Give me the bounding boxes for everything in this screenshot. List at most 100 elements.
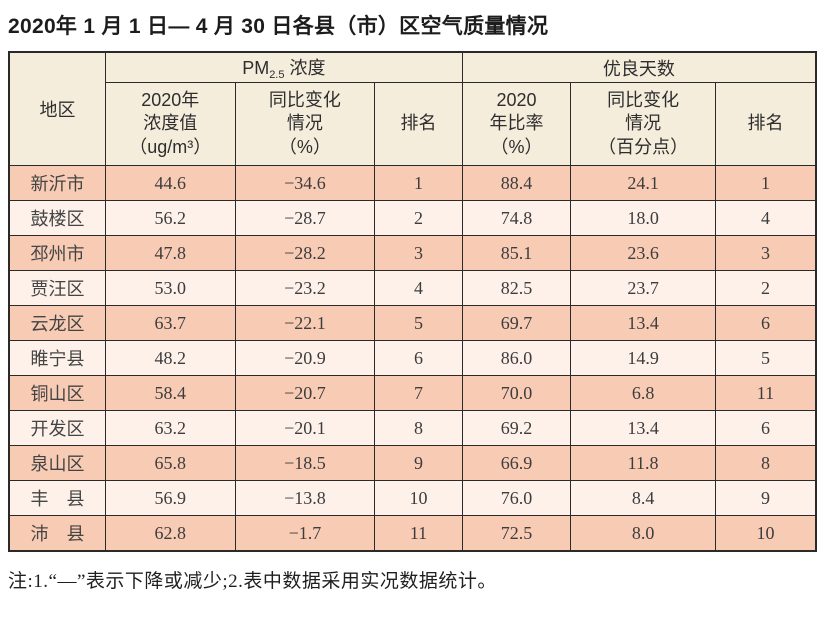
ratio-change-cell: 23.6	[570, 235, 716, 271]
pm25-change-cell: −13.8	[234, 480, 376, 516]
pm25-change-cell: −18.5	[234, 445, 376, 481]
page-title: 2020年 1 月 1 日— 4 月 30 日各县（市）区空气质量情况	[8, 15, 549, 38]
ratio-change-cell: 13.4	[570, 305, 716, 341]
ratio-cell: 85.1	[461, 235, 572, 271]
pm25-rank-cell: 9	[374, 445, 463, 481]
ratio-rank-cell: 1	[714, 165, 817, 201]
subheader-pm25-change: 同比变化 情况 （%）	[234, 82, 376, 166]
pm25-change-cell: −23.2	[234, 270, 376, 306]
pm25-value-cell: 58.4	[104, 375, 236, 411]
ratio-cell: 66.9	[461, 445, 572, 481]
pm25-value-cell: 44.6	[104, 165, 236, 201]
pm25-change-cell: −28.7	[234, 200, 376, 236]
region-cell: 泉山区	[8, 445, 106, 481]
ratio-change-cell: 11.8	[570, 445, 716, 481]
sub-header-row: 2020年 浓度值 （ug/m³） 同比变化 情况 （%） 排名 2020 年比…	[9, 82, 817, 166]
ratio-rank-cell: 8	[714, 445, 817, 481]
pm25-label-prefix: PM	[242, 58, 270, 78]
good-days-group-header: 优良天数	[461, 51, 817, 83]
ratio-change-cell: 23.7	[570, 270, 716, 306]
pm25-rank-cell: 8	[374, 410, 463, 446]
table-header: 地区 PM2.5 浓度 优良天数 2020年 浓度值 （ug/m³） 同比变化 …	[8, 51, 817, 166]
subheader-pm25-rank: 排名	[374, 82, 463, 166]
region-cell: 丰 县	[8, 480, 106, 516]
pm25-change-cell: −20.1	[234, 410, 376, 446]
pm25-rank-cell: 11	[374, 515, 463, 552]
table-body: 新沂市 44.6 −34.6 1 88.4 24.1 1 鼓楼区 56.2 −2…	[8, 165, 817, 552]
table-row: 铜山区 58.4 −20.7 7 70.0 6.8 11	[8, 375, 817, 411]
subheader-ratio-rank: 排名	[714, 82, 817, 166]
pm25-rank-cell: 6	[374, 340, 463, 376]
table-row: 泉山区 65.8 −18.5 9 66.9 11.8 8	[8, 445, 817, 481]
region-cell: 云龙区	[8, 305, 106, 341]
ratio-rank-cell: 3	[714, 235, 817, 271]
ratio-change-cell: 6.8	[570, 375, 716, 411]
ratio-cell: 82.5	[461, 270, 572, 306]
pm25-value-cell: 63.2	[104, 410, 236, 446]
pm25-change-cell: −28.2	[234, 235, 376, 271]
pm25-rank-cell: 10	[374, 480, 463, 516]
region-cell: 鼓楼区	[8, 200, 106, 236]
pm25-change-cell: −20.9	[234, 340, 376, 376]
region-cell: 新沂市	[8, 165, 106, 201]
ratio-change-cell: 18.0	[570, 200, 716, 236]
region-column-header: 地区	[8, 51, 106, 166]
pm25-value-cell: 56.2	[104, 200, 236, 236]
subheader-ratio-change: 同比变化 情况 （百分点）	[570, 82, 716, 166]
table-row: 云龙区 63.7 −22.1 5 69.7 13.4 6	[8, 305, 817, 341]
ratio-rank-cell: 6	[714, 410, 817, 446]
pm25-rank-cell: 2	[374, 200, 463, 236]
pm25-value-cell: 47.8	[104, 235, 236, 271]
pm25-value-cell: 48.2	[104, 340, 236, 376]
subheader-pm25-value: 2020年 浓度值 （ug/m³）	[104, 82, 236, 166]
ratio-cell: 72.5	[461, 515, 572, 552]
region-cell: 邳州市	[8, 235, 106, 271]
region-cell: 贾汪区	[8, 270, 106, 306]
pm25-rank-cell: 4	[374, 270, 463, 306]
pm25-label-subscript: 2.5	[269, 69, 285, 81]
table-row: 邳州市 47.8 −28.2 3 85.1 23.6 3	[8, 235, 817, 271]
region-cell: 开发区	[8, 410, 106, 446]
pm25-rank-cell: 7	[374, 375, 463, 411]
ratio-rank-cell: 4	[714, 200, 817, 236]
air-quality-table: 地区 PM2.5 浓度 优良天数 2020年 浓度值 （ug/m³） 同比变化 …	[8, 51, 817, 552]
pm25-value-cell: 63.7	[104, 305, 236, 341]
ratio-change-cell: 8.4	[570, 480, 716, 516]
pm25-rank-cell: 1	[374, 165, 463, 201]
group-header-row: 地区 PM2.5 浓度 优良天数	[8, 51, 817, 166]
ratio-rank-cell: 10	[714, 515, 817, 552]
pm25-change-cell: −34.6	[234, 165, 376, 201]
pm25-change-cell: −1.7	[234, 515, 376, 552]
ratio-cell: 88.4	[461, 165, 572, 201]
pm25-value-cell: 62.8	[104, 515, 236, 552]
ratio-cell: 74.8	[461, 200, 572, 236]
ratio-rank-cell: 2	[714, 270, 817, 306]
footnote: 注:1.“—”表示下降或减少;2.表中数据采用实况数据统计。	[8, 571, 497, 592]
table-row: 鼓楼区 56.2 −28.7 2 74.8 18.0 4	[8, 200, 817, 236]
table-row: 贾汪区 53.0 −23.2 4 82.5 23.7 2	[8, 270, 817, 306]
subheader-ratio: 2020 年比率 （%）	[461, 82, 572, 166]
ratio-cell: 76.0	[461, 480, 572, 516]
pm25-rank-cell: 3	[374, 235, 463, 271]
pm25-label-suffix: 浓度	[284, 58, 326, 78]
ratio-change-cell: 24.1	[570, 165, 716, 201]
ratio-rank-cell: 11	[714, 375, 817, 411]
pm25-change-cell: −20.7	[234, 375, 376, 411]
table-row: 沛 县 62.8 −1.7 11 72.5 8.0 10	[8, 515, 817, 552]
table-row: 开发区 63.2 −20.1 8 69.2 13.4 6	[8, 410, 817, 446]
pm25-value-cell: 56.9	[104, 480, 236, 516]
table-row: 新沂市 44.6 −34.6 1 88.4 24.1 1	[8, 165, 817, 201]
ratio-change-cell: 14.9	[570, 340, 716, 376]
ratio-cell: 86.0	[461, 340, 572, 376]
ratio-cell: 70.0	[461, 375, 572, 411]
pm25-value-cell: 65.8	[104, 445, 236, 481]
ratio-change-cell: 13.4	[570, 410, 716, 446]
table-row: 丰 县 56.9 −13.8 10 76.0 8.4 9	[8, 480, 817, 516]
pm25-group-header: PM2.5 浓度	[104, 51, 463, 83]
region-cell: 睢宁县	[8, 340, 106, 376]
ratio-rank-cell: 5	[714, 340, 817, 376]
pm25-rank-cell: 5	[374, 305, 463, 341]
ratio-cell: 69.2	[461, 410, 572, 446]
ratio-rank-cell: 9	[714, 480, 817, 516]
